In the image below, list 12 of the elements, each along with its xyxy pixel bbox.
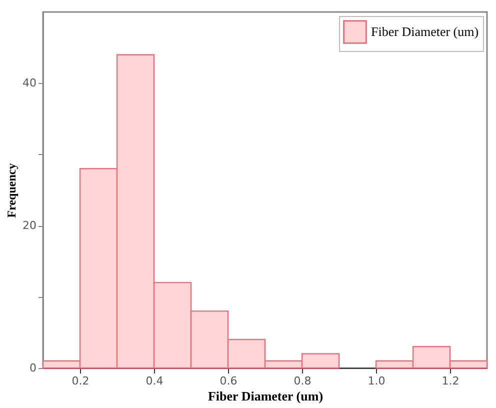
- y-tick-label: 0: [30, 362, 36, 374]
- y-tick-label: 20: [22, 219, 36, 232]
- x-axis-title: Fiber Diameter (um): [208, 388, 324, 404]
- x-tick-label: 0.8: [294, 374, 312, 388]
- x-tick-label: 0.6: [220, 374, 238, 388]
- x-tick-label: 0.2: [72, 374, 90, 388]
- x-tick-label: 1.2: [442, 374, 460, 388]
- x-tick-label: 0.4: [146, 374, 164, 388]
- y-tick-label: 40: [22, 76, 36, 90]
- y-axis-title: Frequency: [4, 163, 19, 218]
- legend-label: Fiber Diameter (um): [371, 24, 479, 39]
- x-tick-label: 1.0: [368, 374, 386, 388]
